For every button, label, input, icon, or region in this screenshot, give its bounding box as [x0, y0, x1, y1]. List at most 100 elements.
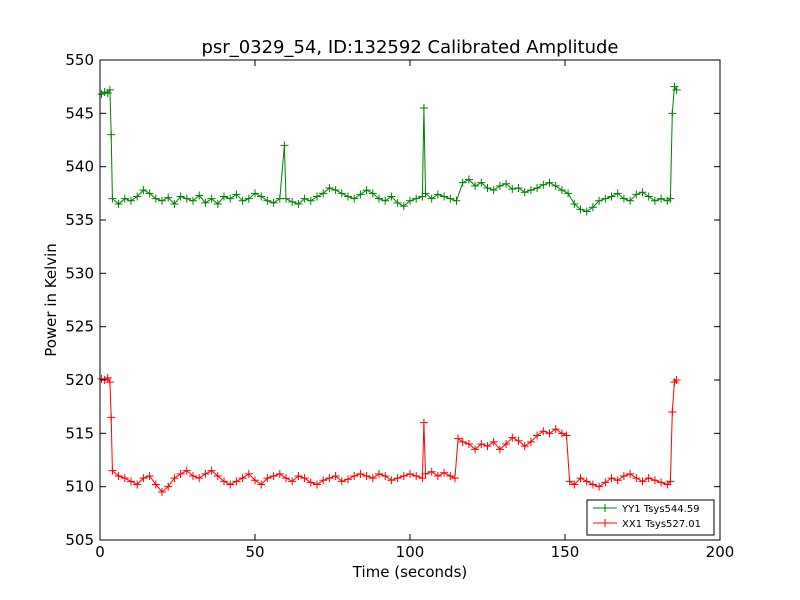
data-point: [331, 472, 340, 480]
data-point: [650, 196, 659, 205]
data-point: [325, 184, 334, 192]
data-point: [375, 194, 383, 203]
x-axis-label: Time (seconds): [352, 563, 468, 581]
data-point: [657, 478, 666, 487]
data-point: [344, 475, 352, 484]
data-point: [502, 179, 511, 188]
x-tick-label: 150: [551, 543, 580, 561]
data-point: [182, 194, 191, 203]
data-point: [440, 192, 449, 201]
data-point: [626, 469, 635, 478]
data-point: [381, 472, 390, 480]
x-tick-label: 0: [95, 543, 105, 561]
data-point: [362, 472, 371, 480]
data-point: [595, 196, 604, 205]
data-point: [107, 413, 116, 422]
data-point: [464, 440, 473, 448]
data-point: [226, 194, 235, 203]
data-point: [226, 480, 235, 489]
y-tick-label: 515: [65, 424, 94, 442]
data-point: [164, 193, 173, 202]
data-point: [433, 472, 442, 480]
data-point: [213, 200, 222, 208]
data-point: [375, 469, 383, 478]
data-point: [471, 445, 480, 454]
data-point: [412, 472, 421, 480]
data-point: [238, 196, 247, 205]
data-point: [133, 192, 142, 201]
data-point: [632, 474, 641, 483]
data-point: [337, 189, 346, 198]
data-point: [201, 198, 210, 207]
data-point: [619, 472, 628, 480]
data-point: [114, 472, 123, 480]
data-point: [419, 418, 428, 427]
y-tick-label: 525: [65, 318, 94, 336]
data-point: [668, 408, 677, 416]
data-point: [458, 437, 467, 446]
data-point: [362, 186, 371, 195]
data-point: [508, 433, 517, 442]
chart-title: psr_0329_54, ID:132592 Calibrated Amplit…: [201, 37, 618, 58]
data-point: [319, 476, 328, 485]
data-point: [269, 472, 278, 480]
data-point: [539, 180, 548, 189]
legend-marker-0: [601, 504, 609, 512]
series-line-0: [101, 85, 678, 213]
data-point: [477, 440, 486, 448]
x-tick-label: 50: [245, 543, 264, 561]
y-tick-label: 520: [65, 371, 94, 389]
y-tick-label: 545: [65, 104, 94, 122]
data-point: [145, 472, 154, 480]
data-point: [533, 184, 542, 192]
data-point: [300, 474, 309, 483]
data-point: [418, 474, 427, 483]
data-point: [182, 466, 191, 475]
data-point: [244, 194, 253, 203]
data-point: [626, 196, 635, 205]
data-point: [668, 109, 677, 118]
data-point: [282, 474, 290, 483]
data-point: [412, 194, 421, 203]
data-point: [644, 474, 653, 483]
data-point: [350, 472, 359, 480]
data-point: [406, 196, 414, 205]
data-point: [526, 437, 535, 446]
data-point: [103, 373, 112, 382]
data-point: [288, 197, 297, 206]
data-point: [545, 429, 554, 438]
data-point: [595, 482, 604, 491]
data-point: [133, 480, 142, 489]
data-point: [189, 196, 197, 205]
data-point: [313, 192, 321, 201]
data-point: [672, 376, 681, 384]
data-point: [489, 186, 498, 195]
data-point: [158, 488, 166, 496]
data-point: [195, 191, 204, 200]
data-point: [151, 194, 160, 203]
data-point: [244, 469, 253, 478]
data-point: [557, 186, 566, 195]
data-point: [368, 474, 377, 483]
data-point: [108, 194, 117, 203]
data-point: [387, 192, 396, 201]
data-point: [251, 189, 259, 198]
data-point: [337, 477, 346, 486]
y-axis: 505 510 515 520 525 530 535 540 545 550: [65, 51, 720, 549]
data-point: [399, 202, 408, 211]
data-point: [393, 198, 402, 207]
data-point: [368, 189, 377, 198]
data-point: [139, 474, 148, 483]
data-point: [164, 482, 173, 491]
data-point: [526, 186, 535, 195]
legend-label-0: YY1 Tsys544.59: [621, 504, 700, 515]
y-tick-label: 505: [65, 531, 94, 549]
data-point: [613, 476, 622, 485]
data-point: [120, 194, 129, 203]
data-point: [576, 205, 585, 214]
x-tick-label: 100: [396, 543, 425, 561]
data-point: [489, 437, 498, 446]
data-point: [483, 184, 492, 192]
data-point: [514, 184, 523, 192]
data-point: [238, 474, 247, 483]
